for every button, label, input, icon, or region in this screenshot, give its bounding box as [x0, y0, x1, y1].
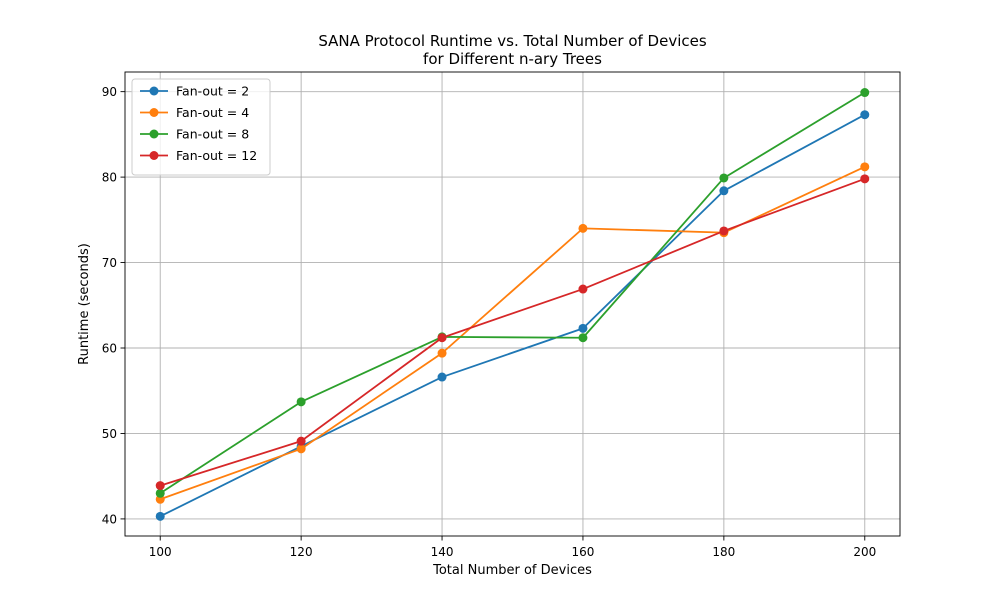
data-point — [437, 333, 447, 343]
series-lines — [155, 88, 870, 521]
data-point — [155, 511, 165, 521]
x-tick-label: 160 — [572, 545, 595, 559]
legend-label: Fan-out = 12 — [176, 148, 257, 163]
legend-marker — [149, 151, 159, 160]
data-point — [719, 226, 729, 236]
legend-marker — [149, 108, 159, 117]
data-point — [719, 186, 729, 196]
y-tick-label: 90 — [102, 85, 117, 99]
x-tick-label: 140 — [431, 545, 454, 559]
chart-title-line-1: SANA Protocol Runtime vs. Total Number o… — [318, 32, 707, 50]
legend-label: Fan-out = 8 — [176, 127, 249, 142]
legend-label: Fan-out = 4 — [176, 105, 249, 120]
y-tick-label: 40 — [102, 512, 117, 526]
data-point — [578, 333, 588, 343]
data-point — [578, 323, 588, 333]
legend-label: Fan-out = 2 — [176, 84, 249, 99]
legend-item: Fan-out = 12 — [140, 148, 257, 163]
data-point — [860, 174, 870, 184]
plot-area-frame — [124, 71, 901, 537]
legend-item: Fan-out = 2 — [140, 84, 249, 99]
x-tick-label: 120 — [290, 545, 313, 559]
data-point — [437, 348, 447, 358]
data-point — [155, 481, 165, 491]
y-tick-label: 50 — [102, 427, 117, 441]
data-point — [860, 162, 870, 172]
x-tick-label: 200 — [853, 545, 876, 559]
grid — [125, 72, 900, 536]
legend: Fan-out = 2 Fan-out = 4 Fan-out = 8 Fan-out… — [131, 78, 271, 176]
data-point — [437, 372, 447, 382]
data-point — [296, 444, 306, 454]
legend-box — [131, 78, 271, 176]
legend-marker — [149, 129, 159, 139]
data-point — [296, 397, 306, 407]
y-tick-label: 70 — [102, 256, 117, 270]
data-point — [578, 284, 588, 294]
data-point — [155, 488, 165, 498]
y-tick-label: 60 — [102, 342, 117, 356]
legend-marker — [149, 86, 159, 96]
y-tick-label: 80 — [102, 171, 117, 185]
series-line — [159, 91, 866, 495]
x-axis-label: Total Number of Devices — [432, 563, 592, 578]
legend-item: Fan-out = 8 — [140, 127, 249, 142]
data-point — [578, 223, 588, 233]
legend-item: Fan-out = 4 — [140, 105, 249, 120]
axis-ticks: 100 120 140 160 180 200 40 50 60 70 80 90 — [102, 85, 877, 559]
data-point — [719, 173, 729, 183]
x-tick-label: 180 — [712, 545, 735, 559]
y-axis-label: Runtime (seconds) — [77, 243, 92, 365]
data-point — [860, 88, 870, 98]
x-tick-label: 100 — [149, 545, 172, 559]
data-point — [860, 110, 870, 120]
series-line — [159, 177, 866, 487]
chart-title-line-2: for Different n-ary Trees — [423, 50, 602, 68]
data-point — [296, 436, 306, 446]
series-4 — [155, 174, 870, 491]
